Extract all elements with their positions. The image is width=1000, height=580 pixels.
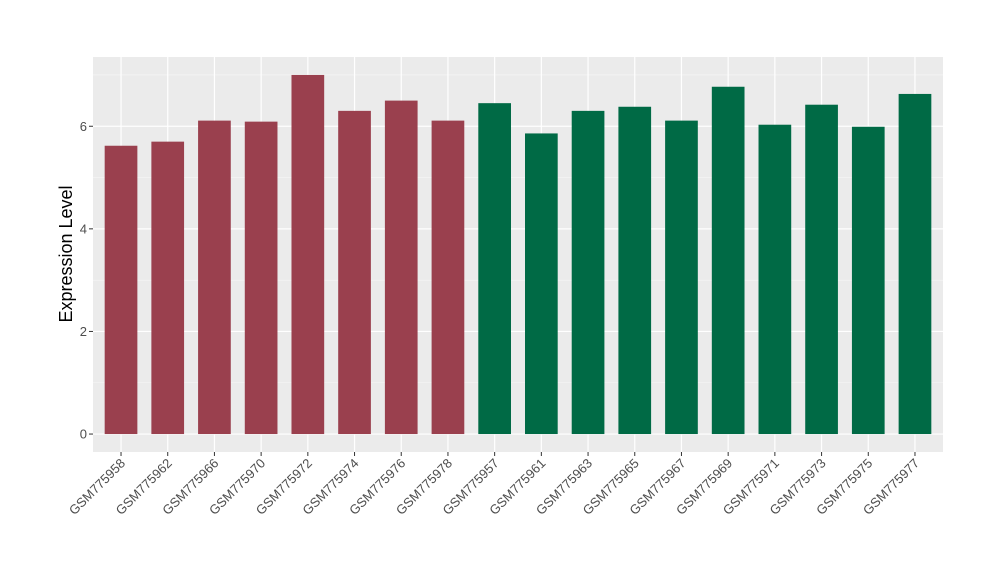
bar-GSM775962	[151, 141, 185, 435]
bar-GSM775973	[805, 104, 838, 435]
bar-GSM775976	[384, 100, 418, 435]
bar-GSM775967	[665, 120, 698, 435]
y-tick-label: 0	[80, 427, 87, 442]
bar-GSM775975	[851, 126, 885, 435]
y-axis-title: Expression Level	[56, 185, 76, 322]
y-axis: 0 2 4 6	[80, 119, 93, 442]
bar-GSM775970	[244, 121, 278, 435]
bar-GSM775966	[198, 120, 231, 435]
y-tick-label: 2	[80, 324, 87, 339]
bar-GSM775978	[431, 120, 465, 435]
y-tick-label: 6	[80, 119, 87, 134]
bar-GSM775965	[618, 106, 652, 435]
bar-GSM775977	[898, 93, 932, 435]
x-axis: GSM775958GSM775962GSM775966GSM775970GSM7…	[66, 452, 922, 518]
bar-GSM775961	[525, 133, 558, 435]
bar-GSM775971	[758, 124, 792, 435]
bar-GSM775969	[711, 86, 745, 435]
bar-GSM775972	[291, 74, 325, 435]
bars	[104, 74, 932, 435]
bar-GSM775963	[571, 110, 605, 435]
minor-gridlines	[93, 74, 943, 384]
bar-GSM775958	[104, 145, 138, 435]
bar-GSM775974	[338, 110, 371, 435]
bar-GSM775957	[478, 103, 511, 435]
plot-panel	[93, 57, 943, 452]
y-tick-label: 4	[80, 221, 87, 236]
